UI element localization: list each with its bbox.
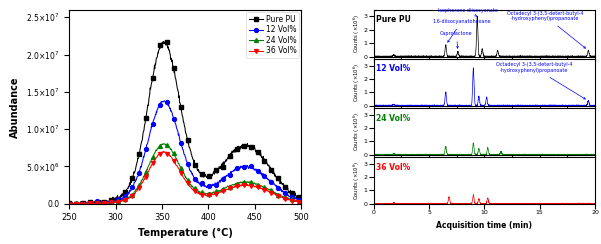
24 Vol% [297, 201, 305, 204]
Text: Octadecyl 3-(3,5-detert-butyl-4
-hydroxyphenyl)propanoate: Octadecyl 3-(3,5-detert-butyl-4 -hydroxy… [496, 62, 585, 99]
Y-axis label: Counts (×10$^6$): Counts (×10$^6$) [352, 161, 362, 200]
36 Vol% [297, 201, 305, 204]
12 Vol% [107, 201, 114, 204]
36 Vol% [221, 189, 228, 192]
24 Vol% [171, 154, 178, 157]
36 Vol% [160, 150, 168, 153]
24 Vol% [221, 187, 228, 190]
Y-axis label: Counts (×10$^6$): Counts (×10$^6$) [352, 112, 362, 151]
Text: 24 Vol%: 24 Vol% [376, 113, 410, 122]
Line: 36 Vol%: 36 Vol% [67, 150, 304, 206]
36 Vol% [66, 202, 73, 205]
36 Vol% [107, 201, 114, 204]
24 Vol% [125, 196, 132, 199]
12 Vol% [221, 175, 228, 178]
Text: Pure PU: Pure PU [376, 15, 411, 24]
Pure PU [221, 160, 228, 163]
Line: 12 Vol%: 12 Vol% [67, 99, 304, 206]
36 Vol% [126, 197, 133, 200]
24 Vol% [159, 142, 166, 145]
12 Vol% [160, 100, 168, 102]
24 Vol% [106, 201, 114, 204]
Line: Pure PU: Pure PU [67, 39, 304, 206]
Pure PU [107, 199, 114, 202]
Text: Isophorone diisocyanate: Isophorone diisocyanate [438, 9, 498, 16]
36 Vol% [203, 194, 210, 197]
24 Vol% [66, 202, 73, 205]
12 Vol% [126, 192, 133, 195]
Pure PU [126, 185, 133, 188]
Y-axis label: Counts (×10$^6$): Counts (×10$^6$) [352, 62, 362, 102]
X-axis label: Temperature (°C): Temperature (°C) [138, 228, 233, 238]
Text: Octadecyl 3-(3,5-detert-butyl-4
-hydroxyphenyl)propanoate: Octadecyl 3-(3,5-detert-butyl-4 -hydroxy… [507, 11, 585, 48]
Text: 36 Vol%: 36 Vol% [376, 163, 410, 172]
Text: 12 Vol%: 12 Vol% [376, 64, 410, 73]
Text: 1,6-diisocyanatohexane: 1,6-diisocyanatohexane [433, 19, 491, 42]
Pure PU [171, 74, 178, 77]
12 Vol% [203, 185, 210, 188]
Line: 24 Vol%: 24 Vol% [67, 142, 304, 206]
Y-axis label: Counts (×10$^6$): Counts (×10$^6$) [352, 13, 362, 53]
24 Vol% [203, 192, 210, 195]
12 Vol% [297, 199, 305, 202]
Pure PU [297, 197, 305, 200]
Y-axis label: Abundance: Abundance [10, 76, 20, 138]
36 Vol% [241, 184, 248, 187]
Pure PU [66, 202, 73, 205]
12 Vol% [66, 202, 73, 205]
36 Vol% [171, 161, 178, 164]
12 Vol% [66, 202, 73, 205]
12 Vol% [241, 165, 248, 168]
Pure PU [241, 143, 248, 146]
24 Vol% [241, 180, 248, 183]
Pure PU [162, 40, 169, 42]
X-axis label: Acquisition time (min): Acquisition time (min) [436, 221, 532, 230]
Legend: Pure PU, 12 Vol%, 24 Vol%, 36 Vol%: Pure PU, 12 Vol%, 24 Vol%, 36 Vol% [246, 12, 299, 58]
Pure PU [66, 202, 73, 205]
12 Vol% [171, 120, 178, 123]
36 Vol% [66, 202, 73, 205]
Text: Caprolactone: Caprolactone [440, 31, 473, 48]
Pure PU [203, 176, 210, 179]
